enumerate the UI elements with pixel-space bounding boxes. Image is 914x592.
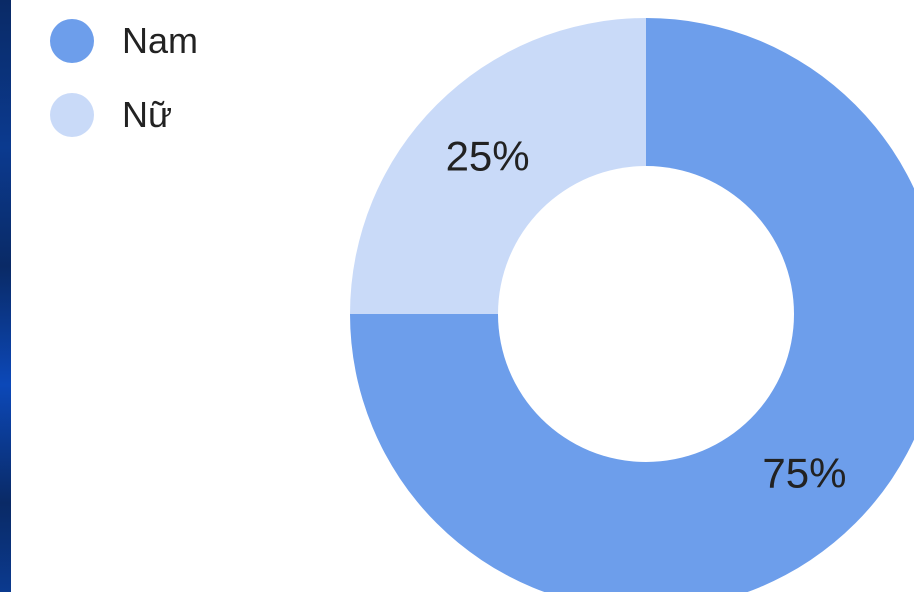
donut-slice-nam: [350, 18, 914, 592]
legend-swatch-nam: [50, 19, 94, 63]
background-edge: [0, 0, 11, 592]
slice-label-nam: 75%: [762, 449, 846, 496]
legend-item-nam: Nam: [50, 18, 198, 64]
donut-hole: [498, 166, 794, 462]
legend-label-nam: Nam: [122, 20, 199, 61]
legend-label-nu: Nữ: [122, 94, 173, 135]
legend-swatch-nu: [50, 93, 94, 137]
slice-label-nu: 25%: [446, 133, 530, 180]
chart-legend: Nam Nữ: [50, 18, 198, 138]
legend-item-nu: Nữ: [50, 92, 198, 138]
